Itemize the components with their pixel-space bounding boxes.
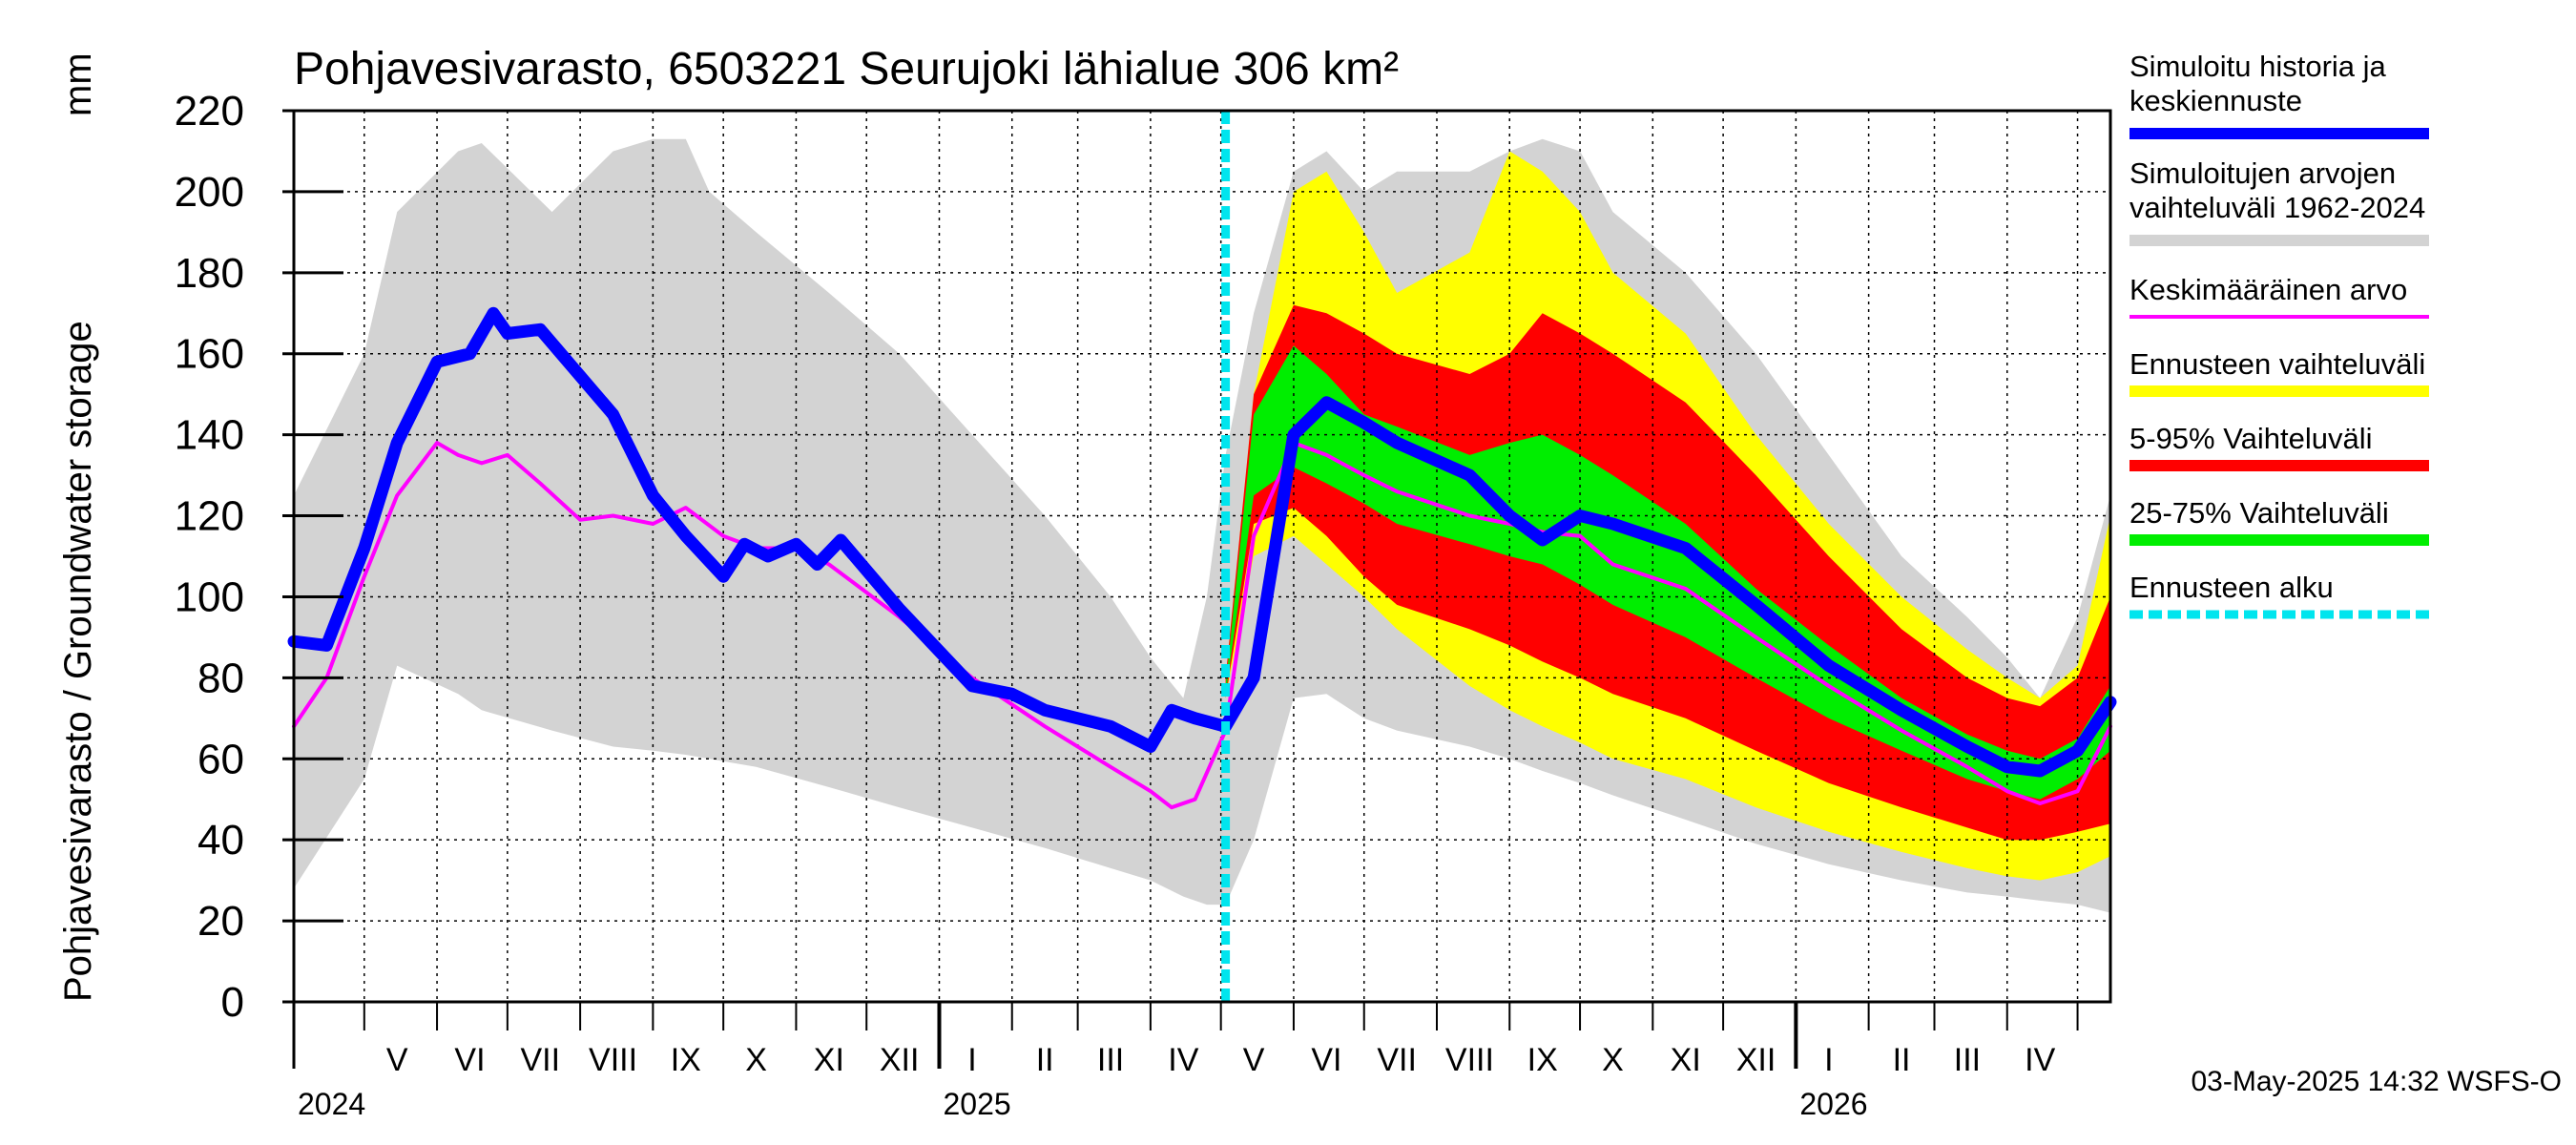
y-axis: 0 20 40 60 80 100 120 140 160 180 200 220 [175,88,343,1026]
month-label-16: IX [1527,1042,1558,1078]
plot-border [292,109,2112,1004]
chart-title: Pohjavesivarasto, 6503221 Seurujoki lähi… [294,44,1399,94]
plot-frame [292,109,2112,1004]
y-tick-label-6: 120 [175,493,244,540]
month-label-19: XII [1736,1042,1776,1078]
series-4-line [292,441,2112,810]
y-tick-label-2: 40 [197,817,244,864]
month-label-22: III [1954,1042,1981,1078]
chart-bands [294,138,2110,913]
month-label-14: VII [1377,1042,1417,1078]
y-tick-label-1: 20 [197,898,244,945]
month-label-10: III [1097,1042,1124,1078]
year-label-1: 2025 [943,1087,1010,1121]
y-tick-label-5: 100 [175,573,244,620]
month-label-3: VIII [589,1042,637,1078]
y-tick-label-8: 160 [175,331,244,378]
year-label-0: 2024 [298,1087,365,1121]
timestamp-label: 03-May-2025 14:32 WSFS-O [2192,1066,2563,1097]
month-label-5: X [745,1042,767,1078]
month-label-1: VI [454,1042,485,1078]
month-label-2: VII [521,1042,561,1078]
month-label-4: IX [671,1042,701,1078]
y-tick-label-3: 60 [197,736,244,782]
month-label-18: XI [1671,1042,1701,1078]
y-tick-label-7: 140 [175,412,244,459]
month-label-9: II [1036,1042,1054,1078]
y-tick-label-4: 80 [197,655,244,701]
y-axis-label: Pohjavesivarasto / Groundwater storage [57,321,99,1002]
y-tick-label-10: 200 [175,169,244,216]
legend-label-2: Keskimääräinen arvo [2129,273,2407,306]
year-label-2: 2026 [1799,1087,1867,1121]
legend-label-1: Simuloitujen arvojen vaihteluväli 1962-20… [2129,156,2425,224]
month-label-17: X [1602,1042,1624,1078]
legend-label-5: 25-75% Vaihteluväli [2129,496,2389,530]
month-label-21: II [1893,1042,1911,1078]
month-label-7: XII [880,1042,920,1078]
y-tick-label-0: 0 [221,979,244,1026]
month-label-23: IV [2025,1042,2055,1078]
month-label-11: IV [1168,1042,1198,1078]
legend-label-3: Ennusteen vaihteluväli [2129,347,2425,381]
chart-lines [287,306,2117,810]
legend-label-4: 5-95% Vaihteluväli [2129,422,2372,455]
month-label-0: V [386,1042,408,1078]
legend-label-6: Ennusteen alku [2129,571,2334,604]
series-5-line [287,306,2117,778]
chart-legend: Simuloitu historia ja keskiennuste Simuloi… [2129,50,2429,619]
y-tick-label-9: 180 [175,250,244,297]
month-label-12: V [1243,1042,1265,1078]
month-label-15: VIII [1445,1042,1494,1078]
month-label-20: I [1824,1042,1833,1078]
legend-label-0: Simuloitu historia ja keskiennuste [2129,50,2387,117]
month-label-8: I [967,1042,976,1078]
y-axis-unit: mm [57,52,99,116]
y-tick-label-11: 220 [175,88,244,135]
month-label-6: XI [814,1042,844,1078]
month-label-13: VI [1311,1042,1341,1078]
x-axis: V VI VII VIII IX X XI XII I II III IV V VI VII VIII IX X X… [292,1002,2079,1121]
